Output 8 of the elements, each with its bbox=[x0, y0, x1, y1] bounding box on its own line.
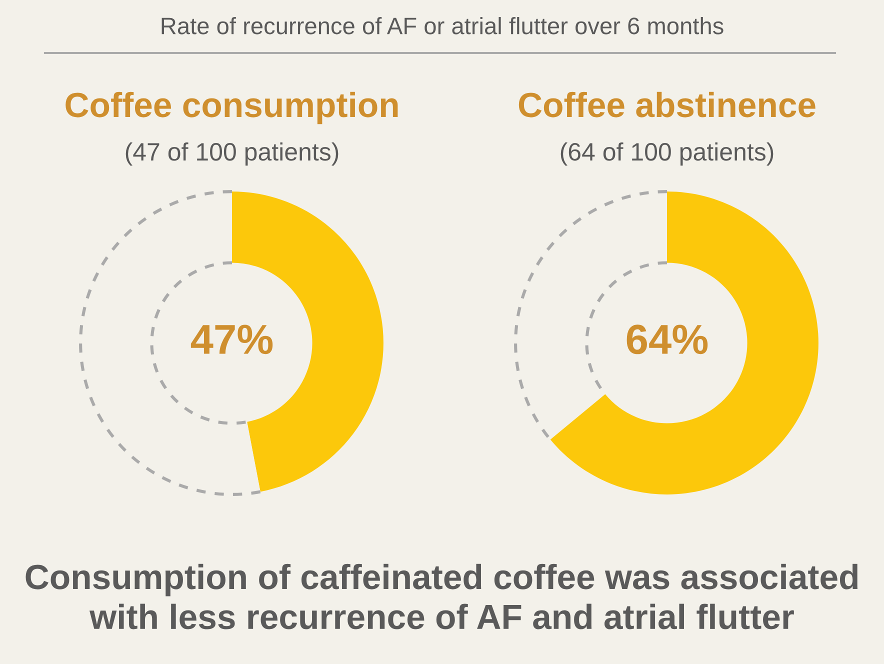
chart-title: Coffee consumption bbox=[66, 92, 398, 124]
chart-title: Coffee abstinence bbox=[518, 92, 816, 118]
chart-subtitle: (47 of 100 patients) bbox=[126, 142, 338, 166]
data-label: 64% bbox=[626, 324, 708, 354]
data-label: 47% bbox=[190, 324, 273, 354]
text: Consumption of caffeinated coffee was associated with less recurrence of AF and atrial flutter bbox=[26, 564, 858, 630]
text: Rate of recurrence of AF or atrial flutter over 6 months bbox=[162, 16, 724, 34]
chart-subtitle: (64 of 100 patients) bbox=[560, 142, 774, 166]
